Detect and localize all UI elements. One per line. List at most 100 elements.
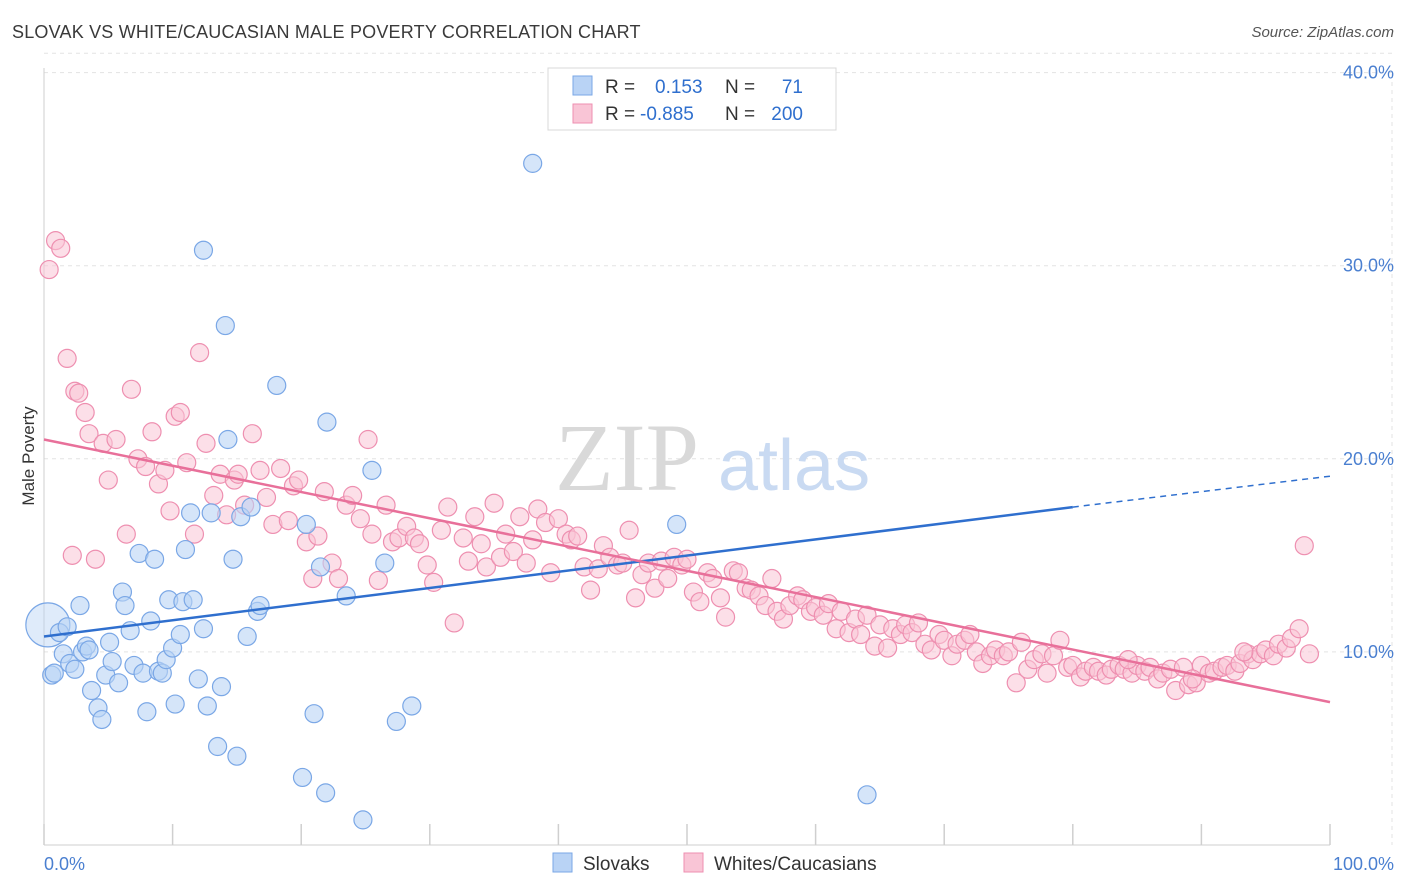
whites-point	[851, 624, 871, 645]
whites-point	[1289, 619, 1309, 639]
slovaks-point	[250, 595, 270, 616]
whites-point	[190, 343, 210, 363]
y-axis-tick-labels: 10.0% 20.0% 30.0% 40.0%	[1343, 63, 1394, 662]
whites-point	[465, 507, 485, 527]
whites-point	[278, 510, 298, 531]
whites-point	[343, 485, 363, 506]
legend-swatch-slovaks	[572, 75, 593, 96]
whites-point	[289, 470, 309, 490]
whites-point	[116, 524, 136, 544]
bottom-legend-swatch-whites	[683, 852, 704, 873]
whites-point	[1011, 632, 1031, 652]
whites-point	[658, 568, 678, 589]
slovaks-point	[310, 557, 331, 577]
whites-point	[106, 429, 126, 450]
slovaks-point	[296, 514, 316, 535]
y-tick-label: 10.0%	[1343, 642, 1394, 662]
whites-point	[857, 605, 877, 625]
slovaks-point	[208, 736, 228, 757]
slovaks-point	[79, 640, 99, 660]
whites-point	[1037, 663, 1057, 683]
whites-point	[1299, 644, 1320, 664]
whites-point	[710, 588, 731, 608]
whites-point	[85, 549, 106, 569]
slovaks-point	[99, 632, 120, 652]
source-label: Source: ZipAtlas.com	[1251, 24, 1394, 41]
y-tick-label: 40.0%	[1343, 63, 1394, 83]
whites-point	[444, 613, 464, 633]
whites-point	[57, 348, 77, 368]
slovaks-point	[857, 785, 877, 805]
slovaks-point	[193, 619, 214, 639]
slovaks-point	[386, 711, 406, 732]
slovaks-point	[267, 375, 287, 396]
watermark-zip: ZIP	[555, 404, 699, 511]
slovaks-point	[667, 514, 687, 535]
slovaks-point	[304, 704, 324, 724]
whites-point	[438, 497, 458, 517]
legend-box: R = 0.153 N = 71 R = -0.885 N = 200	[547, 67, 837, 131]
bottom-legend-swatch-slovaks	[552, 852, 573, 873]
whites-point	[358, 429, 378, 450]
whites-point	[170, 402, 190, 423]
whites-point	[308, 526, 328, 546]
bottom-legend: Slovaks Whites/Caucasians	[552, 852, 877, 875]
slovaks-point	[223, 549, 243, 569]
whites-point	[516, 553, 536, 573]
whites-point	[51, 238, 71, 258]
slovaks-point	[183, 590, 203, 610]
slovaks-point	[57, 617, 77, 637]
slovaks-point	[211, 677, 232, 697]
legend-r-value-slovaks: 0.153	[655, 77, 703, 98]
whites-point	[625, 588, 646, 608]
whites-point	[580, 580, 601, 600]
legend-r-label-slovaks: R =	[605, 77, 635, 98]
slovaks-point	[181, 503, 201, 523]
slovaks-point	[237, 626, 257, 647]
y-axis-title: Male Poverty	[19, 406, 38, 506]
whites-point	[458, 551, 478, 571]
whites-point	[1234, 642, 1254, 662]
whites-point	[256, 487, 277, 508]
trend-lines	[43, 438, 1331, 704]
whites-point	[471, 534, 491, 554]
whites-point	[79, 424, 99, 444]
y-tick-label: 20.0%	[1343, 449, 1394, 469]
slovaks-point	[218, 429, 238, 450]
whites-point	[69, 383, 89, 403]
whites-point	[409, 534, 430, 554]
legend-n-value-whites: 200	[771, 104, 803, 125]
slovaks-point	[197, 696, 217, 716]
whites-point	[998, 642, 1019, 662]
whites-point	[271, 458, 291, 479]
slovaks-point	[353, 810, 373, 830]
slovaks-point	[317, 412, 337, 432]
slovaks-point	[108, 673, 129, 693]
slovaks-point	[81, 680, 102, 701]
bottom-legend-label-slovaks: Slovaks	[583, 854, 650, 875]
x-tick-label-max: 100.0%	[1333, 854, 1394, 874]
whites-point	[645, 578, 665, 598]
slovaks-point	[227, 746, 247, 766]
legend-r-value-whites: -0.885	[640, 104, 694, 125]
whites-point	[431, 520, 451, 540]
x-axis-ticks	[43, 824, 1331, 845]
whites-point	[62, 545, 82, 565]
series-slovaks-points	[25, 153, 877, 830]
whites-point	[619, 520, 639, 540]
whites-point	[417, 555, 437, 575]
whites-point	[921, 640, 941, 660]
slovaks-point	[170, 624, 190, 645]
legend-n-label-whites: N =	[725, 104, 755, 125]
legend-n-label-slovaks: N =	[725, 77, 755, 98]
whites-point	[121, 379, 142, 399]
slovaks-point	[375, 553, 395, 573]
whites-point	[453, 528, 473, 548]
watermark: ZIP atlas	[555, 404, 870, 511]
slovaks-point	[316, 783, 336, 803]
slovaks-point	[193, 240, 214, 260]
slovaks-point	[137, 702, 157, 722]
whites-point	[350, 509, 370, 529]
whites-trend-line	[43, 438, 1331, 704]
whites-point	[484, 493, 504, 513]
